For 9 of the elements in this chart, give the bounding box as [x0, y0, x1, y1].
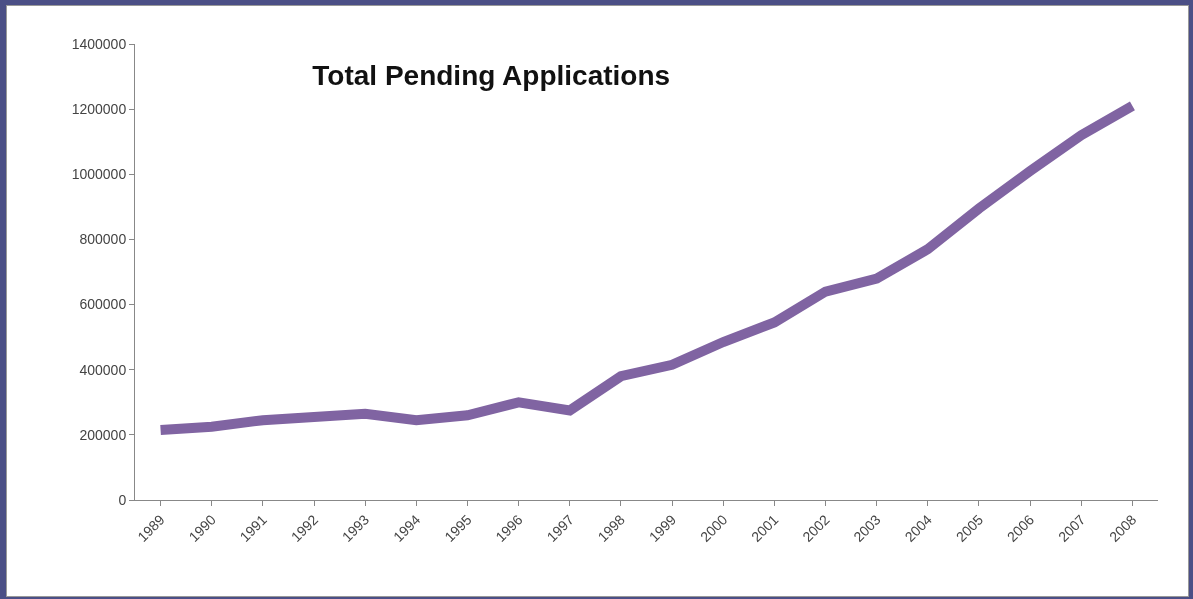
y-tick-label: 1200000 [71, 101, 127, 118]
text: Total Pending Applications [312, 59, 671, 91]
y-tick-label: 400000 [79, 361, 127, 378]
y-tick-label: 0 [118, 491, 127, 508]
y-tick-label: 800000 [79, 231, 127, 248]
y-tick-label: 200000 [79, 426, 127, 443]
y-tick-label: 1400000 [71, 35, 127, 52]
y-tick-label: 600000 [79, 296, 127, 313]
y-tick-label: 1000000 [71, 166, 127, 183]
